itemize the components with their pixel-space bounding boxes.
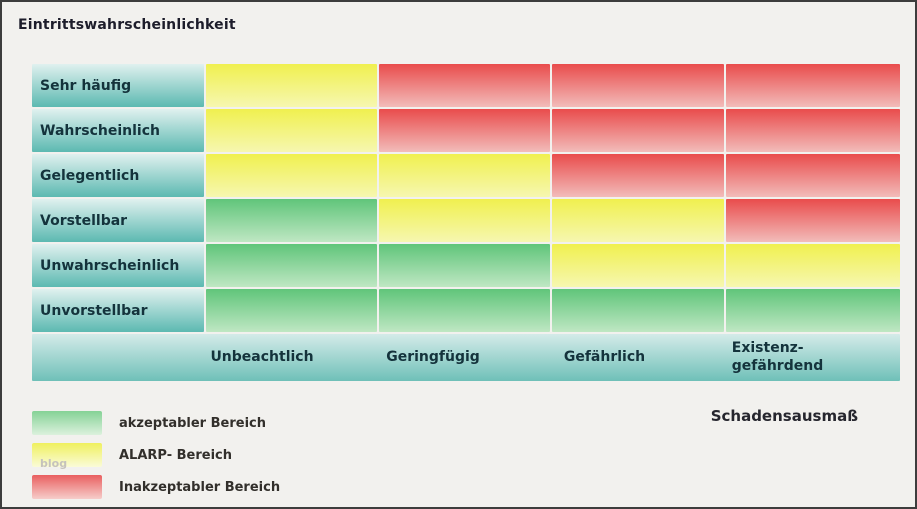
matrix-cell-unwahrscheinlich-geringfügig bbox=[379, 244, 550, 287]
row-label-unvorstellbar: Unvorstellbar bbox=[32, 289, 204, 332]
row-label-sehr-häufig: Sehr häufig bbox=[32, 64, 204, 107]
legend-item-inakzeptabel: Inakzeptabler Bereich bbox=[32, 475, 280, 499]
chart-title: Eintrittswahrscheinlichkeit bbox=[18, 17, 236, 33]
legend-item-akzeptabel: akzeptabler Bereich bbox=[32, 411, 280, 435]
matrix-cell-vorstellbar-unbeachtlich bbox=[206, 199, 377, 242]
legend-label: Inakzeptabler Bereich bbox=[119, 479, 281, 495]
matrix-cell-sehr-häufig-existenz-gefährdend bbox=[726, 64, 900, 107]
matrix-cell-unvorstellbar-gefährlich bbox=[552, 289, 724, 332]
matrix-cell-gelegentlich-geringfügig bbox=[379, 154, 550, 197]
col-label-existenz-gefährdend: Existenz- gefährdend bbox=[718, 334, 892, 381]
row-label-vorstellbar: Vorstellbar bbox=[32, 199, 204, 242]
matrix-cell-vorstellbar-geringfügig bbox=[379, 199, 550, 242]
matrix-cell-unwahrscheinlich-existenz-gefährdend bbox=[726, 244, 900, 287]
matrix-cell-wahrscheinlich-gefährlich bbox=[552, 109, 724, 152]
risk-matrix-grid: Sehr häufig Wahrscheinlich Gelegentlich Vor… bbox=[32, 64, 900, 332]
col-label-unbeachtlich: Unbeachtlich bbox=[204, 334, 375, 381]
col-label-text: Gefährlich bbox=[563, 348, 646, 365]
x-axis-label: Schadensausmaß bbox=[710, 407, 858, 425]
matrix-cell-unwahrscheinlich-unbeachtlich bbox=[206, 244, 377, 287]
matrix-cell-unvorstellbar-existenz-gefährdend bbox=[726, 289, 900, 332]
col-label-gefährlich: Gefährlich bbox=[546, 334, 718, 381]
matrix-cell-wahrscheinlich-unbeachtlich bbox=[206, 109, 377, 152]
col-label-text: Unbeachtlich bbox=[210, 348, 314, 365]
legend-swatch-alarp bbox=[32, 443, 102, 467]
matrix-cell-unvorstellbar-geringfügig bbox=[379, 289, 550, 332]
matrix-cell-gelegentlich-gefährlich bbox=[552, 154, 724, 197]
legend-label: ALARP- Bereich bbox=[119, 447, 233, 463]
legend-swatch-inakzeptabel bbox=[32, 475, 102, 499]
matrix-cell-unwahrscheinlich-gefährlich bbox=[552, 244, 724, 287]
x-axis-header-row: Unbeachtlich Geringfügig Gefährlich Existen… bbox=[32, 334, 900, 381]
col-label-geringfügig: Geringfügig bbox=[375, 334, 546, 381]
row-label-gelegentlich: Gelegentlich bbox=[32, 154, 204, 197]
col-label-text: Geringfügig bbox=[386, 348, 480, 365]
matrix-cell-sehr-häufig-geringfügig bbox=[379, 64, 550, 107]
matrix-cell-vorstellbar-existenz-gefährdend bbox=[726, 199, 900, 242]
matrix-cell-wahrscheinlich-geringfügig bbox=[379, 109, 550, 152]
col-label-text: Existenz- gefährdend bbox=[731, 340, 824, 374]
legend-swatch-akzeptabel bbox=[32, 411, 102, 435]
legend-item-alarp: ALARP- Bereich bbox=[32, 443, 280, 467]
row-label-wahrscheinlich: Wahrscheinlich bbox=[32, 109, 204, 152]
header-spacer bbox=[32, 334, 204, 381]
legend-label: akzeptabler Bereich bbox=[119, 415, 266, 431]
matrix-cell-sehr-häufig-gefährlich bbox=[552, 64, 724, 107]
row-label-unwahrscheinlich: Unwahrscheinlich bbox=[32, 244, 204, 287]
risk-matrix: Sehr häufig Wahrscheinlich Gelegentlich Vor… bbox=[32, 64, 900, 381]
matrix-cell-gelegentlich-unbeachtlich bbox=[206, 154, 377, 197]
watermark: blog bbox=[40, 457, 68, 470]
matrix-cell-vorstellbar-gefährlich bbox=[552, 199, 724, 242]
matrix-cell-gelegentlich-existenz-gefährdend bbox=[726, 154, 900, 197]
legend: akzeptabler Bereich ALARP- Bereich Inakzep… bbox=[32, 411, 280, 507]
matrix-cell-wahrscheinlich-existenz-gefährdend bbox=[726, 109, 900, 152]
matrix-cell-unvorstellbar-unbeachtlich bbox=[206, 289, 377, 332]
matrix-cell-sehr-häufig-unbeachtlich bbox=[206, 64, 377, 107]
